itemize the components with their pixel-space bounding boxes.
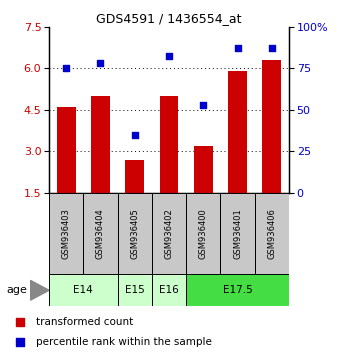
Text: E15: E15 [125, 285, 145, 295]
Bar [186, 193, 220, 274]
Text: GSM936401: GSM936401 [233, 208, 242, 259]
Bar [255, 193, 289, 274]
Point [132, 132, 138, 138]
Bar [228, 71, 247, 193]
Bar [91, 96, 110, 193]
Text: GSM936400: GSM936400 [199, 208, 208, 259]
Bar [152, 193, 186, 274]
Bar [118, 274, 152, 306]
Point [17, 319, 22, 325]
Text: GSM936402: GSM936402 [165, 208, 173, 259]
Text: transformed count: transformed count [36, 317, 133, 327]
Point [235, 45, 240, 51]
Bar [152, 274, 186, 306]
Point [64, 65, 69, 71]
Point [269, 45, 274, 51]
Point [17, 339, 22, 345]
Text: E17.5: E17.5 [223, 285, 252, 295]
Bar [262, 60, 281, 193]
Point [166, 54, 172, 59]
Bar [57, 107, 76, 193]
Text: GSM936403: GSM936403 [62, 208, 71, 259]
Text: GSM936406: GSM936406 [267, 208, 276, 259]
Polygon shape [30, 280, 49, 300]
Text: age: age [7, 285, 28, 295]
Text: E16: E16 [159, 285, 179, 295]
Point [98, 60, 103, 66]
Bar [160, 96, 178, 193]
Bar [83, 193, 118, 274]
Bar [118, 193, 152, 274]
Text: GSM936404: GSM936404 [96, 208, 105, 259]
Bar [125, 160, 144, 193]
Point [200, 102, 206, 108]
Title: GDS4591 / 1436554_at: GDS4591 / 1436554_at [96, 12, 242, 25]
Bar [220, 193, 255, 274]
Text: E14: E14 [73, 285, 93, 295]
Text: percentile rank within the sample: percentile rank within the sample [36, 337, 212, 347]
Bar [194, 146, 213, 193]
Bar [186, 274, 289, 306]
Text: GSM936405: GSM936405 [130, 208, 139, 259]
Bar [49, 274, 118, 306]
Bar [49, 193, 83, 274]
